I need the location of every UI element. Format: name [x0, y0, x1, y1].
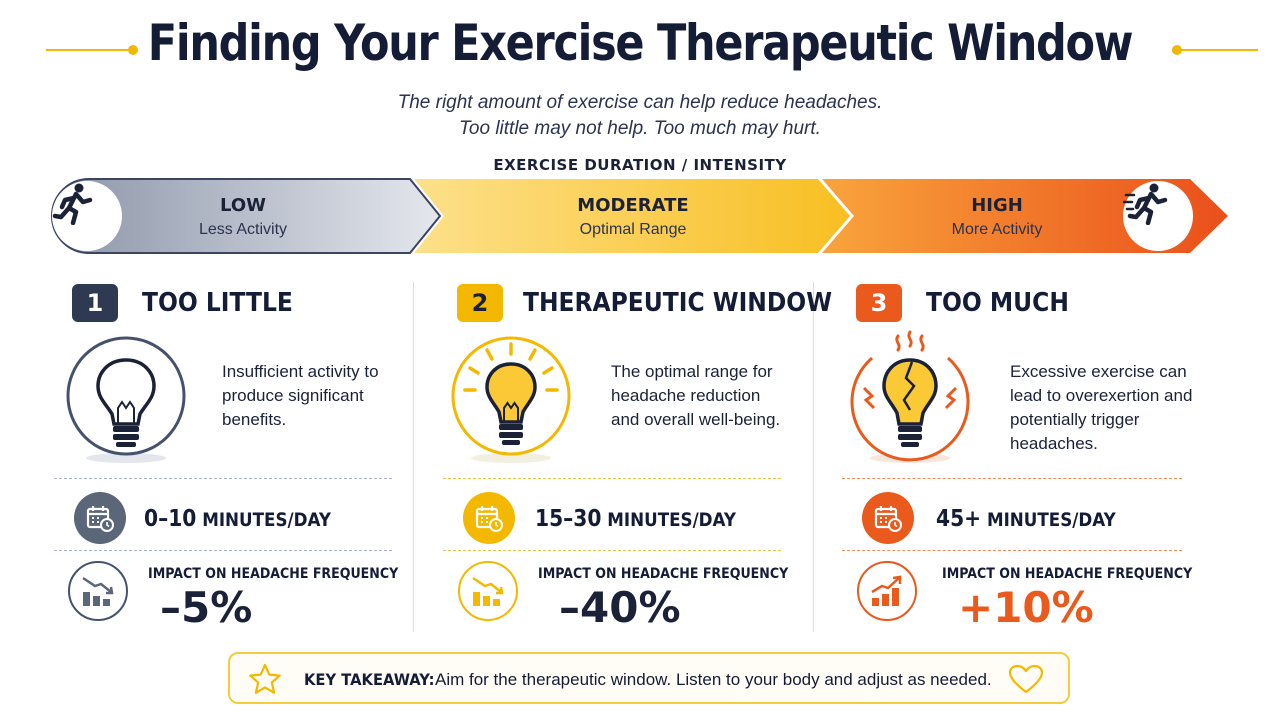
header: Finding Your Exercise Therapeutic Window	[0, 14, 1280, 84]
description-line: produce significant	[222, 386, 364, 405]
description-line: headache reduction	[611, 386, 761, 405]
intensity-arrow-graphic	[51, 178, 1228, 254]
bar-segment-moderate	[414, 179, 850, 253]
chart-increase-icon	[857, 561, 917, 621]
scale-label: EXERCISE DURATION / INTENSITY	[493, 156, 787, 174]
step-badge-2: 2	[457, 284, 503, 322]
column-title: THERAPEUTIC WINDOW	[523, 288, 833, 318]
segment-high-sub: More Activity	[951, 221, 1043, 238]
lightbulb-off-icon	[66, 330, 196, 466]
dashed-divider	[54, 478, 392, 479]
calendar-clock-icon	[862, 492, 914, 544]
description-line: lead to overexertion and	[1010, 386, 1193, 405]
column-description: Insufficient activity to produce signifi…	[222, 360, 379, 432]
description-line: and overall well-being.	[611, 410, 781, 429]
segment-low-text: LOW Less Activity	[133, 195, 353, 239]
dashed-divider	[54, 550, 392, 551]
star-icon	[248, 663, 282, 700]
impact-value: –5%	[160, 583, 253, 632]
intensity-scale-bar: LOW Less Activity MODERATE Optimal Range…	[50, 177, 1230, 255]
impact-value: +10%	[958, 583, 1094, 632]
lightbulb-cracked-icon	[850, 330, 980, 466]
key-takeaway-box: KEY TAKEAWAY: Aim for the therapeutic wi…	[228, 652, 1070, 704]
column-too-much: 3 TOO MUCH Excessive exercise can lead t…	[842, 280, 1206, 632]
description-line: potentially trigger	[1010, 410, 1140, 429]
description-line: benefits.	[222, 410, 287, 429]
chart-decrease-icon	[68, 561, 128, 621]
title-decoration-left	[46, 49, 132, 51]
column-divider-1	[413, 282, 414, 632]
heart-icon	[1008, 664, 1044, 699]
subtitle-line-1: The right amount of exercise can help re…	[397, 92, 883, 113]
bar-segment-high	[822, 179, 1228, 253]
sprinting-person-icon	[1123, 181, 1193, 251]
column-description: Excessive exercise can lead to overexert…	[1010, 360, 1192, 456]
minutes-value: 15–30	[535, 506, 602, 532]
minutes-value: 45+	[936, 506, 982, 532]
segment-low-title: LOW	[220, 195, 266, 216]
segment-high-title: HIGH	[971, 195, 1023, 216]
minutes-unit: MINUTES/DAY	[601, 509, 737, 531]
takeaway-text: Aim for the therapeutic window. Listen t…	[435, 670, 992, 689]
impact-label: IMPACT ON HEADACHE FREQUENCY	[538, 566, 789, 582]
segment-low-sub: Less Activity	[198, 221, 288, 238]
calendar-clock-icon	[74, 492, 126, 544]
dashed-divider	[842, 478, 1182, 479]
page-title: Finding Your Exercise Therapeutic Window	[147, 14, 1134, 72]
subtitle-line-2: Too little may not help. Too much may hu…	[459, 118, 821, 139]
segment-high-text: HIGH More Activity	[887, 195, 1107, 239]
column-title: TOO LITTLE	[142, 288, 293, 318]
minutes-per-day: 15–30 MINUTES/DAY	[535, 506, 736, 532]
lightbulb-glowing-icon	[451, 330, 581, 466]
dashed-divider	[842, 550, 1182, 551]
minutes-unit: MINUTES/DAY	[196, 509, 331, 531]
step-badge-3: 3	[856, 284, 902, 322]
chart-decrease-icon	[458, 561, 518, 621]
description-line: Excessive exercise can	[1010, 362, 1187, 381]
dashed-divider	[443, 550, 781, 551]
subtitle: The right amount of exercise can help re…	[0, 90, 1280, 142]
takeaway-label: KEY TAKEAWAY:	[304, 670, 435, 689]
minutes-per-day: 0–10 MINUTES/DAY	[144, 506, 331, 532]
title-decoration-dot-left	[128, 45, 138, 55]
running-person-icon	[52, 181, 122, 251]
minutes-value: 0–10	[144, 506, 197, 532]
column-description: The optimal range for headache reduction…	[611, 360, 780, 432]
step-badge-1: 1	[72, 284, 118, 322]
impact-label: IMPACT ON HEADACHE FREQUENCY	[148, 566, 399, 582]
column-too-little: 1 TOO LITTLE Insufficient activity to pr…	[54, 280, 402, 632]
column-therapeutic-window: 2 THERAPEUTIC WINDOW The optimal range f…	[443, 280, 832, 632]
calendar-clock-icon	[463, 492, 515, 544]
impact-value: –40%	[559, 583, 681, 632]
description-line: The optimal range for	[611, 362, 773, 381]
impact-label: IMPACT ON HEADACHE FREQUENCY	[942, 566, 1193, 582]
segment-moderate-sub: Optimal Range	[579, 221, 687, 238]
column-title: TOO MUCH	[926, 288, 1069, 318]
segment-moderate-title: MODERATE	[577, 195, 689, 216]
column-divider-2	[813, 282, 814, 632]
description-line: headaches.	[1010, 434, 1098, 453]
title-decoration-right	[1172, 49, 1258, 51]
minutes-unit: MINUTES/DAY	[981, 509, 1116, 531]
dashed-divider	[443, 478, 781, 479]
segment-moderate-text: MODERATE Optimal Range	[523, 195, 743, 239]
minutes-per-day: 45+ MINUTES/DAY	[936, 506, 1116, 532]
description-line: Insufficient activity to	[222, 362, 379, 381]
